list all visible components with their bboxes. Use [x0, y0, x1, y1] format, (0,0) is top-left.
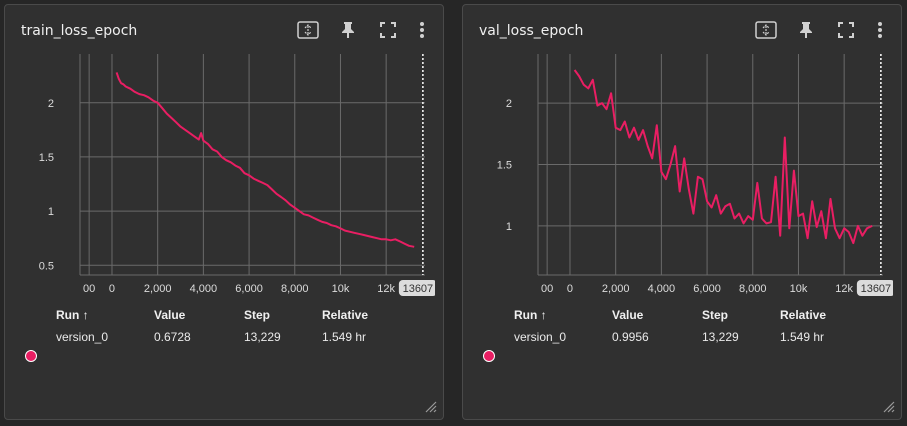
card-title: val_loss_epoch — [479, 23, 584, 39]
x-tick-label: 12k — [377, 283, 395, 295]
x-tick-label: 6,000 — [693, 283, 721, 295]
x-tick-label: 10k — [332, 283, 350, 295]
value-header: Value — [612, 308, 644, 322]
run-name: version_0 — [56, 330, 109, 344]
x-tick-label: 0 — [109, 283, 115, 295]
fit-domain-icon — [297, 21, 319, 39]
run-relative: 1.549 hr — [322, 330, 367, 344]
x-tick-label: 00 — [541, 283, 553, 295]
resize-handle-icon[interactable] — [423, 399, 437, 413]
run-header[interactable]: Run ↑ — [56, 308, 89, 322]
y-tick-label: 2 — [48, 98, 54, 110]
x-tick-label: 8,000 — [739, 283, 767, 295]
x-tick-label: 6,000 — [235, 283, 263, 295]
y-tick-label: 1 — [506, 221, 512, 233]
x-tick-label: 00 — [83, 283, 95, 295]
run-step: 13,229 — [702, 330, 739, 344]
legend-table: Run ↑ Value Step Relative version_0 0.67… — [5, 308, 443, 352]
run-header[interactable]: Run ↑ — [514, 308, 547, 322]
relative-header: Relative — [322, 308, 369, 322]
more-options-button[interactable] — [409, 17, 435, 43]
fit-domain-button[interactable] — [289, 17, 327, 43]
resize-handle-icon[interactable] — [881, 399, 895, 413]
chart-card-val-loss: val_loss_epoch 00 0 2,000 4,000 6,000 8,000 10… — [462, 4, 902, 420]
relative-header: Relative — [780, 308, 827, 322]
run-color-dot[interactable] — [483, 350, 495, 362]
more-options-button[interactable] — [867, 17, 893, 43]
x-tick-label: 4,000 — [190, 283, 218, 295]
legend-table: Run ↑ Value Step Relative version_0 0.99… — [463, 308, 901, 352]
y-tick-label: 1.5 — [497, 160, 512, 172]
line-chart[interactable]: 00 0 2,000 4,000 6,000 8,000 10k 12k0.511.52136… — [5, 50, 435, 300]
legend-row[interactable]: version_0 0.6728 13,229 1.549 hr — [5, 330, 443, 352]
card-toolbar — [747, 17, 893, 43]
pin-icon — [800, 22, 812, 38]
legend-header: Run ↑ Value Step Relative — [463, 308, 901, 330]
legend-row[interactable]: version_0 0.9956 13,229 1.549 hr — [463, 330, 901, 352]
fullscreen-icon — [380, 22, 396, 38]
fit-domain-button[interactable] — [747, 17, 785, 43]
step-marker-label: 13607 — [403, 283, 434, 295]
run-value: 0.6728 — [154, 330, 191, 344]
pin-icon — [342, 22, 354, 38]
x-tick-label: 2,000 — [602, 283, 630, 295]
y-tick-label: 1 — [48, 206, 54, 218]
y-tick-label: 1.5 — [39, 152, 54, 164]
y-tick-label: 2 — [506, 98, 512, 110]
fit-domain-icon — [755, 21, 777, 39]
step-marker-label: 13607 — [861, 283, 892, 295]
chart-card-train-loss: train_loss_epoch 00 0 2,000 4,000 6,000 8,000… — [4, 4, 444, 420]
card-title: train_loss_epoch — [21, 23, 138, 39]
more-vert-icon — [420, 22, 424, 38]
step-marker-badge — [856, 280, 893, 296]
legend-header: Run ↑ Value Step Relative — [5, 308, 443, 330]
run-step: 13,229 — [244, 330, 281, 344]
x-tick-label: 4,000 — [648, 283, 676, 295]
pin-button[interactable] — [329, 17, 367, 43]
x-tick-label: 2,000 — [144, 283, 172, 295]
x-tick-label: 8,000 — [281, 283, 309, 295]
pin-button[interactable] — [787, 17, 825, 43]
x-tick-label: 12k — [835, 283, 853, 295]
fullscreen-button[interactable] — [827, 17, 865, 43]
fullscreen-button[interactable] — [369, 17, 407, 43]
run-color-dot[interactable] — [25, 350, 37, 362]
x-tick-label: 10k — [790, 283, 808, 295]
run-relative: 1.549 hr — [780, 330, 825, 344]
series-line[interactable] — [573, 69, 873, 245]
run-name: version_0 — [514, 330, 567, 344]
more-vert-icon — [878, 22, 882, 38]
fullscreen-icon — [838, 22, 854, 38]
series-line[interactable] — [115, 72, 415, 248]
card-toolbar — [289, 17, 435, 43]
step-marker-badge — [398, 280, 435, 296]
step-header: Step — [244, 308, 271, 322]
value-header: Value — [154, 308, 186, 322]
y-tick-label: 0.5 — [39, 260, 54, 272]
x-tick-label: 0 — [567, 283, 573, 295]
step-header: Step — [702, 308, 729, 322]
run-value: 0.9956 — [612, 330, 649, 344]
